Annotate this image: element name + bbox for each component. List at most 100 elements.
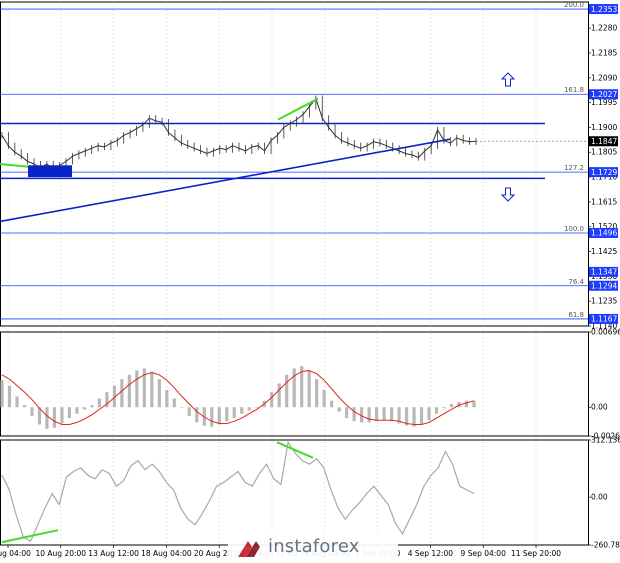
macd-histogram-bar bbox=[404, 407, 409, 426]
macd-histogram-bar bbox=[367, 407, 371, 423]
macd-histogram-bar bbox=[442, 407, 446, 409]
macd-histogram-bar bbox=[345, 407, 349, 419]
x-tick-label: 7 Aug 04:00 bbox=[0, 549, 31, 558]
price-tag bbox=[589, 89, 618, 100]
macd-histogram-bar bbox=[397, 407, 401, 424]
cci-line bbox=[1, 440, 475, 543]
macd-histogram-bar bbox=[277, 383, 281, 408]
x-tick-label: 18 Aug 04:00 bbox=[141, 549, 192, 558]
macd-histogram-bar bbox=[360, 407, 364, 423]
macd-histogram-bar bbox=[45, 407, 49, 429]
macd-histogram-bar bbox=[419, 407, 424, 425]
panel-frames bbox=[0, 1, 589, 546]
macd-histogram-bar bbox=[330, 400, 334, 408]
price-tag bbox=[589, 313, 618, 324]
macd-histogram-bar bbox=[217, 407, 221, 425]
macd-histogram-bar bbox=[187, 407, 191, 416]
y-tick-label: 1.1140 bbox=[591, 322, 617, 331]
macd-histogram-bar bbox=[82, 407, 87, 410]
x-tick-label: 4 Sep 12:00 bbox=[408, 549, 454, 558]
y-tick-label: 1.1235 bbox=[591, 297, 617, 306]
cci-divergence-line bbox=[276, 441, 314, 459]
macd-signal-line bbox=[1, 369, 475, 425]
macd-panel: 0.00696 0.00 -0.00266 bbox=[0, 328, 620, 441]
macd-histogram-bar bbox=[165, 389, 169, 408]
macd-histogram-bar bbox=[457, 401, 461, 408]
y-tick-label: 312.1363 bbox=[591, 436, 620, 445]
macd-histogram-bar bbox=[142, 368, 146, 408]
price-zone-box bbox=[28, 165, 72, 178]
macd-histogram-bar bbox=[195, 407, 199, 423]
x-tick-label: 11 Sep 20:00 bbox=[511, 549, 561, 558]
price-tag bbox=[589, 266, 618, 277]
macd-histogram-bar bbox=[285, 374, 289, 408]
x-tick-label: 10 Aug 20:00 bbox=[36, 549, 87, 558]
y-tick-label: 0.00 bbox=[591, 403, 608, 412]
x-tick-label: 20 Aug 20:00 bbox=[194, 549, 245, 558]
price-tag-label: 1.2027 bbox=[591, 90, 617, 99]
macd-histogram-bar bbox=[225, 407, 229, 422]
fib-level-label: 100.0 bbox=[564, 225, 584, 233]
y-tick-label: 1.1995 bbox=[591, 98, 617, 107]
macd-histogram-bar bbox=[449, 404, 454, 408]
macd-histogram-bar bbox=[352, 407, 356, 422]
y-tick-label: 1.1615 bbox=[591, 197, 617, 206]
macd-histogram-bar bbox=[120, 379, 124, 408]
macd-histogram-bar bbox=[60, 407, 64, 424]
macd-histogram-bar bbox=[337, 407, 341, 412]
price-tag bbox=[589, 4, 618, 15]
macd-histogram-bar bbox=[375, 407, 379, 422]
price-tag-label: 1.1729 bbox=[591, 168, 617, 177]
macd-histogram-bar bbox=[75, 407, 79, 414]
macd-histogram-bar bbox=[300, 366, 304, 408]
y-tick-label: 1.1805 bbox=[591, 148, 617, 157]
price-panel: 1.2280 1.2185 1.2090 1.1995 1.1900 1.1805 1.17… bbox=[0, 1, 618, 331]
macd-histogram-bar bbox=[315, 379, 319, 408]
y-tick-label: -260.7828 bbox=[591, 541, 620, 550]
fib-level-label: 61.8 bbox=[568, 311, 584, 319]
macd-histogram-bar bbox=[7, 385, 12, 408]
fib-level-label: 76.4 bbox=[568, 278, 584, 286]
instaforex-watermark: instaforex bbox=[228, 534, 398, 562]
macd-histogram-bar bbox=[434, 407, 439, 414]
price-tag-label: 1.1294 bbox=[591, 281, 617, 290]
macd-histogram-bar bbox=[0, 380, 4, 408]
macd-histogram-bar bbox=[464, 400, 469, 408]
price-tag bbox=[589, 167, 618, 178]
instaforex-wordmark: instaforex bbox=[268, 536, 360, 557]
macd-histogram-bar bbox=[127, 374, 131, 408]
macd-histogram-bar bbox=[157, 379, 161, 408]
price-series bbox=[1, 97, 477, 170]
panel-frame bbox=[0, 439, 589, 546]
fib-level-label: 200.0 bbox=[564, 1, 584, 9]
price-tag-label: 1.2353 bbox=[591, 5, 617, 14]
x-tick-label: 9 Sep 04:00 bbox=[461, 549, 507, 558]
macd-histogram-bar bbox=[150, 371, 154, 408]
y-tick-label: 1.1425 bbox=[591, 247, 617, 256]
macd-histogram-bar bbox=[52, 407, 57, 428]
macd-histogram-bar bbox=[135, 370, 139, 408]
macd-histogram-bar bbox=[307, 370, 311, 408]
y-tick-label: 1.2280 bbox=[591, 24, 617, 33]
macd-histogram-bar bbox=[472, 400, 476, 408]
macd-histogram-bar bbox=[382, 407, 386, 421]
y-tick-label: 1.2090 bbox=[591, 73, 617, 82]
price-tag-label: 1.1496 bbox=[591, 229, 617, 238]
macd-histogram-bar bbox=[172, 398, 176, 408]
x-tick-label: 13 Aug 12:00 bbox=[88, 549, 139, 558]
price-tag bbox=[589, 227, 618, 238]
price-tag bbox=[589, 280, 618, 291]
macd-histogram-bar bbox=[292, 368, 296, 408]
arrow-down-icon bbox=[500, 187, 516, 202]
y-tick-label: 0.00 bbox=[591, 493, 608, 502]
cci-divergence-line bbox=[1, 529, 59, 544]
macd-histogram-bar bbox=[247, 407, 251, 411]
instaforex-logo-icon bbox=[238, 541, 260, 557]
macd-histogram-bar bbox=[112, 385, 116, 408]
macd-histogram-bar bbox=[427, 407, 431, 421]
macd-histogram-bar bbox=[30, 407, 34, 416]
macd-histogram-bar bbox=[90, 405, 94, 408]
price-tag-label: 1.1847 bbox=[591, 137, 617, 146]
macd-histogram-bar bbox=[255, 407, 259, 408]
